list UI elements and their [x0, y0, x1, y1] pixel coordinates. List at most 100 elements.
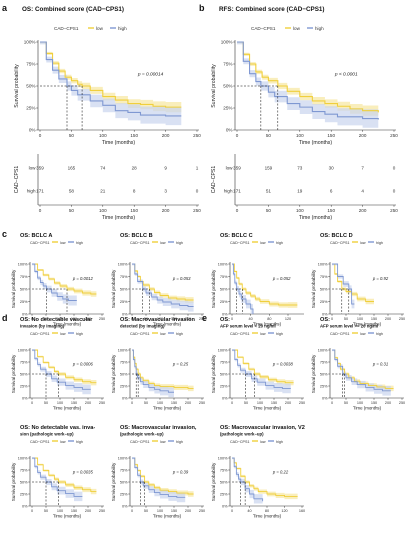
survival-curve-high: [40, 41, 182, 117]
chart-c4: OS: BCLC D CAD−CPS1 low high 0% 25% 50% 75% 100%…: [311, 233, 405, 327]
p-value: p = 0.053: [172, 276, 191, 281]
chart-b: b RFS: Combined score (CAD−CPS1) CAD−CPS1 l…: [199, 3, 398, 221]
risk-x-tick-label: 200: [359, 208, 367, 213]
x-tick-label: 0: [31, 317, 33, 321]
y-tick-label: 50%: [120, 373, 128, 377]
x-tick-label: 150: [271, 401, 277, 405]
x-tick-label: 50: [44, 317, 48, 321]
y-tick-label: 75%: [20, 469, 28, 473]
y-tick-label: 0%: [22, 505, 28, 509]
y-axis-label: Survival probability: [11, 354, 16, 393]
y-tick-label: 25%: [320, 385, 328, 389]
legend-label-low: low: [60, 332, 66, 336]
legend-title: CAD−CPS1: [130, 332, 150, 336]
y-tick-label: 25%: [20, 493, 28, 497]
chart-subtitle: AFP serum level < 20 ng/ml: [220, 324, 276, 329]
survival-curve-low: [232, 349, 294, 384]
x-tick-label: 200: [185, 401, 191, 405]
ci-band-high: [237, 42, 379, 130]
chart-title: OS:: [220, 317, 230, 323]
ci-band-high: [232, 458, 263, 506]
risk-y-axis-label: CAD−CPS1: [14, 166, 20, 194]
chart-title: OS: BCLC C: [220, 233, 253, 239]
y-axis-label: Survival probability: [211, 64, 217, 108]
y-tick-label: 100%: [18, 457, 28, 461]
x-tick-label: 100: [157, 317, 163, 321]
x-tick-label: 200: [385, 317, 391, 321]
risk-count-high: 51: [266, 189, 272, 194]
y-tick-label: 100%: [221, 40, 233, 45]
legend-label-high: high: [118, 26, 127, 31]
legend-label-high: high: [76, 241, 83, 245]
chart-title: OS:: [320, 317, 330, 323]
x-tick-label: 250: [399, 317, 405, 321]
legend-label-low: low: [260, 332, 266, 336]
legend-title: CAD−CPS1: [30, 241, 50, 245]
risk-count-low: 73: [297, 166, 303, 171]
x-tick-label: 0: [131, 401, 133, 405]
x-tick-label: 0: [31, 509, 33, 513]
legend-label-high: high: [376, 332, 383, 336]
y-tick-label: 50%: [20, 481, 28, 485]
x-tick-label: 250: [99, 509, 105, 513]
x-tick-label: 200: [359, 133, 367, 138]
risk-x-tick-label: 200: [162, 208, 170, 213]
p-value: p = 0.22: [272, 469, 289, 474]
legend-title: CAD−CPS1: [30, 332, 50, 336]
x-tick-label: 0: [236, 133, 239, 138]
chart-subtitle: invasion (by imaging): [20, 324, 65, 329]
x-tick-label: 0: [331, 317, 333, 321]
y-tick-label: 0%: [222, 397, 228, 401]
risk-count-high: 21: [100, 189, 106, 194]
y-tick-label: 75%: [220, 469, 228, 473]
chart-e2: OS:AFP serum level >= 20 ng/ml CAD−CPS1 lo…: [311, 317, 405, 411]
chart-title: RFS: Combined score (CAD−CPS1): [219, 6, 325, 13]
y-axis-label: Survival probability: [211, 269, 216, 308]
p-value: p = 0.0035: [72, 469, 94, 474]
y-tick-label: 0%: [22, 313, 28, 317]
x-tick-label: 200: [385, 401, 391, 405]
legend-title: CAD−CPS1: [230, 241, 250, 245]
ci-band-high: [132, 350, 174, 398]
x-tick-label: 200: [185, 509, 191, 513]
risk-count-low: 7: [361, 166, 364, 171]
x-tick-label: 160: [299, 509, 305, 513]
chart-title: OS: Macrovascular invasion,: [120, 425, 197, 431]
p-value: p = 0.31: [372, 361, 388, 366]
x-tick-label: 250: [299, 401, 305, 405]
chart-subtitle: detected (by imaging): [120, 324, 165, 329]
survival-curve-high: [232, 263, 254, 314]
y-tick-label: 50%: [220, 481, 228, 485]
panel-label-e: e: [202, 313, 207, 323]
survival-curve-low: [332, 263, 374, 302]
risk-y-axis-label: CAD−CPS1: [211, 166, 217, 194]
legend-label-low: low: [160, 241, 166, 245]
ci-band-high: [232, 264, 253, 314]
x-tick-label: 80: [267, 317, 271, 321]
chart-title: OS: BCLC B: [120, 233, 153, 239]
chart-title: OS: No detectable vas. inva-: [20, 425, 95, 431]
chart-d3: OS: No detectable vas. inva-sion (pathol…: [11, 425, 105, 519]
x-tick-label: 200: [285, 401, 291, 405]
legend-label-low: low: [360, 332, 366, 336]
x-tick-label: 50: [266, 133, 272, 138]
legend-title: CAD−CPS1: [54, 26, 79, 31]
x-axis-label: Time (months): [299, 140, 333, 146]
x-tick-label: 0: [231, 509, 233, 513]
risk-x-tick-label: 0: [39, 208, 42, 213]
survival-curve-high: [237, 41, 379, 120]
y-tick-label: 100%: [24, 40, 36, 45]
survival-curve-low: [237, 41, 379, 113]
legend-label-high: high: [315, 26, 324, 31]
x-tick-label: 150: [327, 133, 335, 138]
chart-subtitle: sion (pathologic work−up): [20, 432, 74, 437]
risk-count-low: 9: [164, 166, 167, 171]
x-tick-label: 200: [162, 133, 170, 138]
x-tick-label: 150: [371, 317, 377, 321]
p-value: p = 0.0006: [72, 361, 94, 366]
risk-count-low: 159: [265, 166, 273, 171]
x-axis-label: Time (months): [153, 322, 182, 327]
p-value: p = 0.00014: [137, 71, 164, 77]
